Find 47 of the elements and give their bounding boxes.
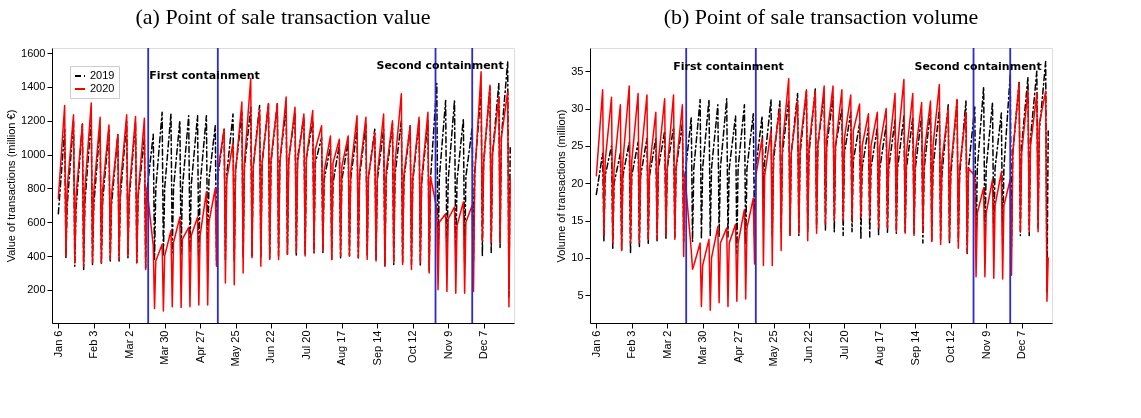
x-tick-label: Nov 9 bbox=[979, 330, 992, 360]
y-tick-label: 800 bbox=[27, 181, 46, 194]
y-tick-label: 20 bbox=[571, 176, 584, 189]
y-tick-label: 1400 bbox=[21, 80, 46, 93]
x-tick-label: Mar 2 bbox=[660, 330, 673, 359]
y-tick-label: 25 bbox=[571, 139, 584, 152]
y-axis-title: Value of transactions (million €) bbox=[5, 109, 18, 263]
x-tick-label: Feb 3 bbox=[87, 330, 100, 359]
x-tick-label: Sep 14 bbox=[908, 330, 921, 366]
x-tick-label: Jun 22 bbox=[802, 330, 815, 364]
y-axis-title: Volume of transactions (million) bbox=[555, 109, 568, 263]
legend-label: 2020 bbox=[90, 82, 115, 94]
y-tick-label: 600 bbox=[27, 215, 46, 228]
y-tick-label: 1600 bbox=[21, 46, 46, 59]
x-tick-label: Dec 7 bbox=[1015, 330, 1028, 360]
chart-title: (b) Point of sale transaction volume bbox=[663, 4, 979, 30]
x-tick-label: Dec 7 bbox=[477, 330, 490, 360]
y-tick-label: 1200 bbox=[21, 114, 46, 127]
x-tick-label: May 25 bbox=[229, 330, 242, 367]
x-tick-label: Jan 6 bbox=[589, 330, 602, 358]
x-tick-label: May 25 bbox=[767, 330, 780, 367]
x-tick-label: Sep 14 bbox=[370, 330, 383, 366]
x-tick-label: Apr 27 bbox=[193, 330, 206, 363]
x-tick-label: Apr 27 bbox=[731, 330, 744, 363]
x-tick-label: Aug 17 bbox=[873, 330, 886, 366]
legend-label: 2019 bbox=[90, 69, 115, 81]
x-tick-label: Jun 22 bbox=[264, 330, 277, 364]
y-tick-label: 35 bbox=[571, 64, 584, 77]
x-tick-label: Jul 20 bbox=[837, 330, 850, 360]
y-tick-label: 400 bbox=[27, 249, 46, 262]
x-tick-label: Jan 6 bbox=[51, 330, 64, 358]
x-tick-label: Aug 17 bbox=[335, 330, 348, 366]
x-tick-label: Mar 30 bbox=[696, 330, 709, 365]
x-tick-label: Nov 9 bbox=[441, 330, 454, 360]
x-tick-label: Jul 20 bbox=[299, 330, 312, 360]
x-tick-label: Feb 3 bbox=[625, 330, 638, 359]
y-tick-label: 10 bbox=[571, 251, 584, 264]
y-tick-label: 5 bbox=[577, 288, 584, 301]
x-tick-label: Mar 30 bbox=[158, 330, 171, 365]
y-tick-label: 15 bbox=[571, 214, 584, 227]
x-tick-label: Oct 12 bbox=[406, 330, 419, 363]
y-tick-label: 1000 bbox=[21, 148, 46, 161]
y-tick-label: 30 bbox=[571, 102, 584, 115]
x-tick-label: Mar 2 bbox=[122, 330, 135, 359]
x-tick-label: Oct 12 bbox=[944, 330, 957, 363]
y-tick-label: 200 bbox=[27, 283, 46, 296]
chart-title: (a) Point of sale transaction value bbox=[135, 4, 431, 30]
